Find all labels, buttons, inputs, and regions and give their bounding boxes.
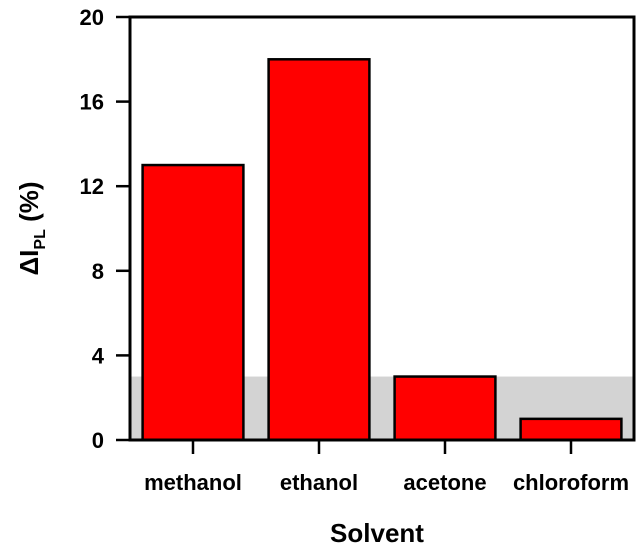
y-tick-label: 0 <box>92 428 104 453</box>
x-tick-label-chloroform: chloroform <box>513 470 629 495</box>
bar-ethanol <box>267 58 371 442</box>
y-axis-title-subscript: PL <box>32 229 49 250</box>
bar-acetone <box>393 375 497 442</box>
x-tick-label-acetone: acetone <box>403 470 486 495</box>
x-tick-label-ethanol: ethanol <box>280 470 358 495</box>
x-axis-title: Solvent <box>330 518 424 548</box>
x-tick-label-methanol: methanol <box>144 470 242 495</box>
y-axis: 0 4 8 12 16 20 <box>80 5 130 453</box>
plot-frame <box>128 15 636 442</box>
y-axis-title-prefix: ΔI <box>14 250 44 276</box>
bar-methanol <box>141 163 245 442</box>
y-tick-label: 20 <box>80 5 104 30</box>
bars-layer <box>141 58 623 442</box>
bar-chloroform <box>519 417 623 442</box>
y-axis-title: ΔIPL (%) <box>14 181 49 275</box>
y-tick-label: 16 <box>80 90 104 115</box>
x-axis: methanol ethanol acetone chloroform <box>144 440 629 495</box>
y-axis-title-suffix: (%) <box>14 181 44 229</box>
y-tick-label: 4 <box>92 343 105 368</box>
y-tick-label: 8 <box>92 259 104 284</box>
y-tick-label: 12 <box>80 174 104 199</box>
